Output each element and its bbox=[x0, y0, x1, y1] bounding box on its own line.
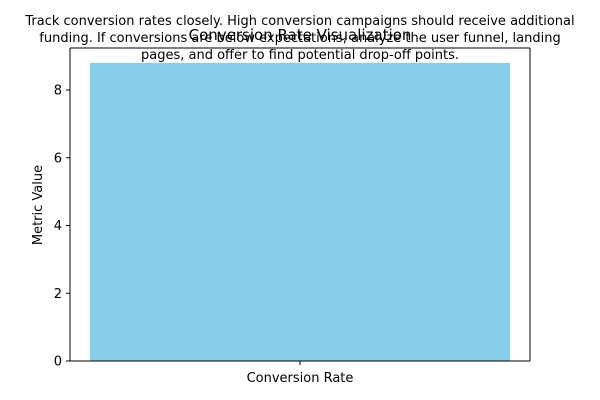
y-tick-label: 6 bbox=[54, 151, 62, 166]
y-axis-ticks: 0 2 4 6 8 bbox=[54, 84, 70, 370]
x-tick-label: Conversion Rate bbox=[247, 371, 354, 386]
x-axis-ticks: Conversion Rate bbox=[247, 361, 354, 386]
y-tick-label: 8 bbox=[54, 84, 62, 99]
annotation-line-2: funding. If conversions are below expect… bbox=[39, 31, 560, 46]
y-tick-label: 0 bbox=[54, 355, 62, 370]
annotation-text: Track conversion rates closely. High con… bbox=[24, 14, 574, 63]
y-tick-label: 4 bbox=[54, 219, 62, 234]
chart-title: Conversion Rate Visualization bbox=[189, 26, 412, 44]
bar-group bbox=[90, 62, 510, 362]
y-tick-label: 2 bbox=[54, 287, 62, 302]
annotation-line-1: Track conversion rates closely. High con… bbox=[24, 14, 574, 29]
plot-frame bbox=[69, 47, 531, 362]
bar-conversion-rate bbox=[90, 62, 510, 362]
annotation-line-3: pages, and offer to find potential drop-… bbox=[141, 48, 459, 63]
y-axis-label: Metric Value bbox=[31, 165, 46, 245]
